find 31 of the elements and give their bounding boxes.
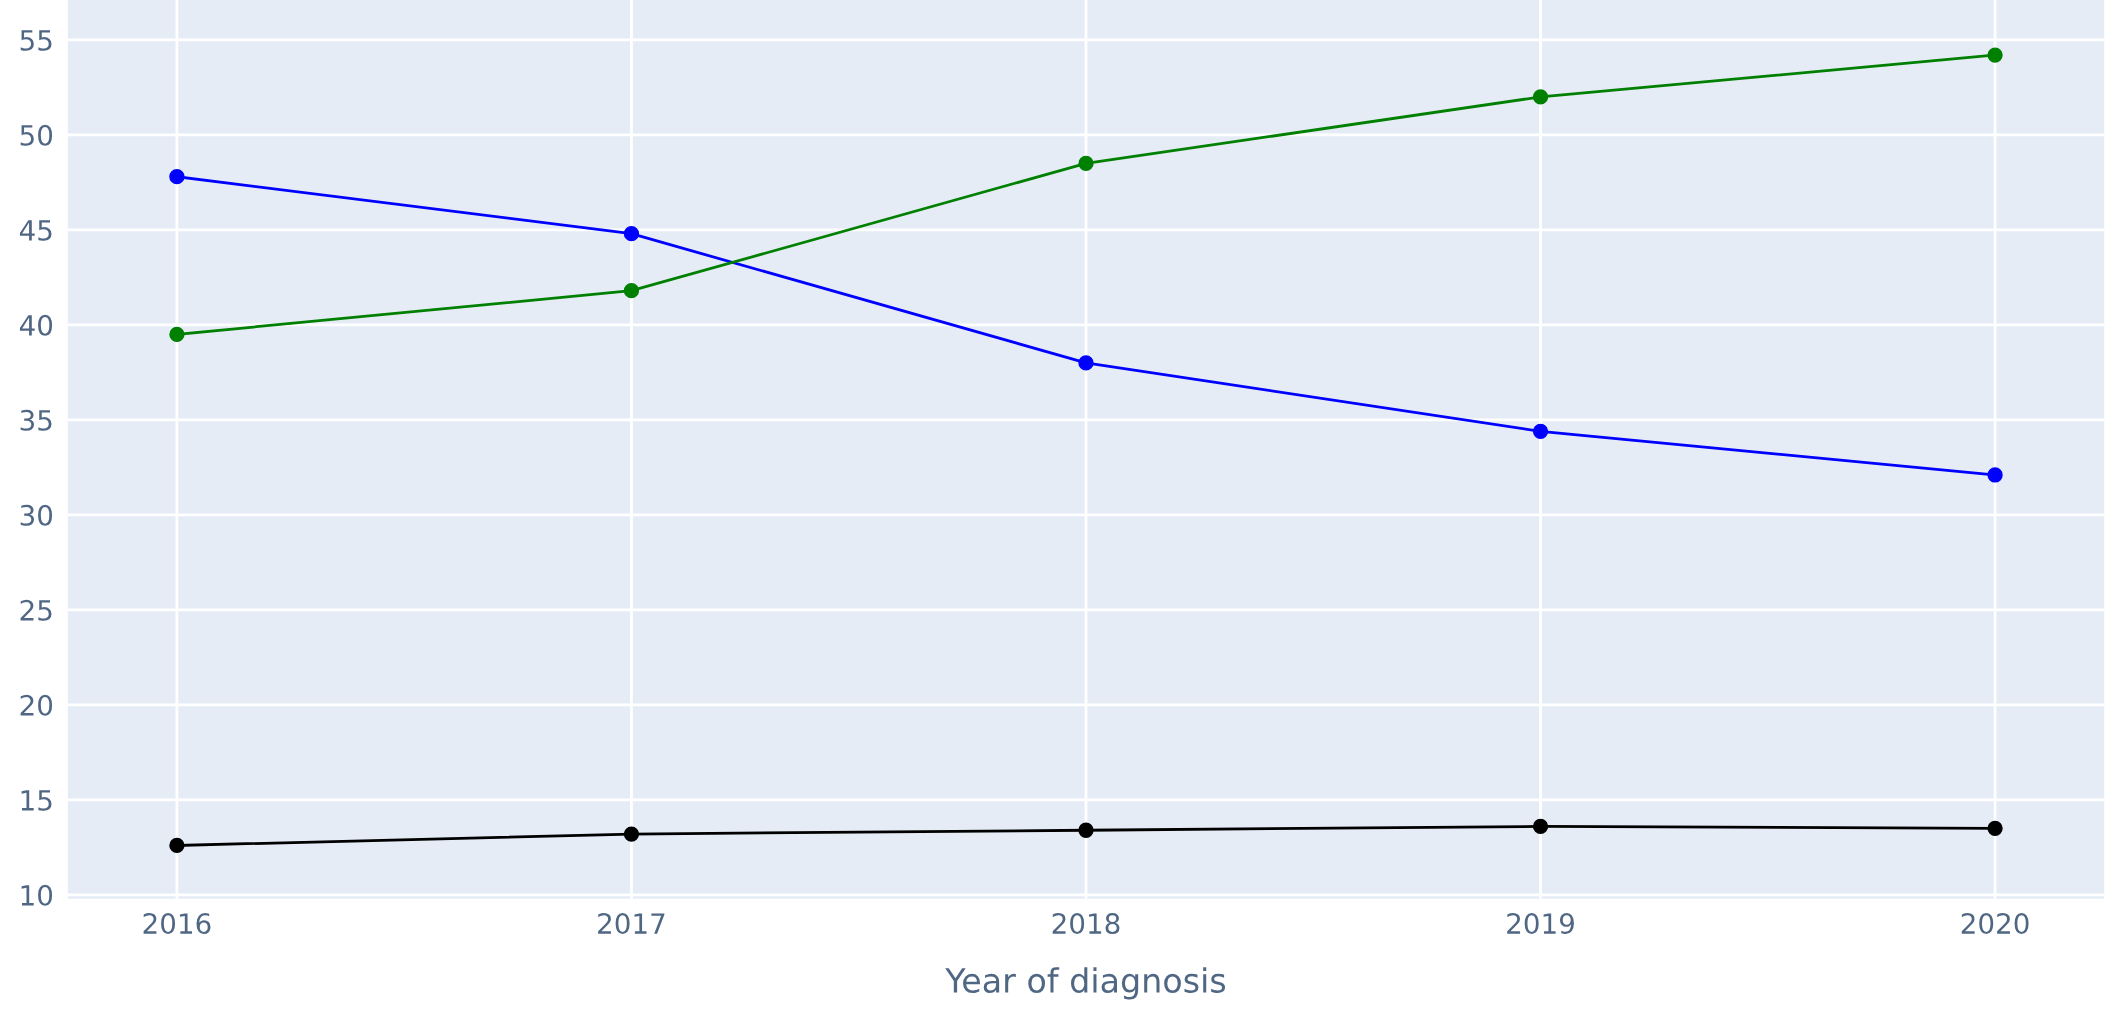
y-tick-label: 40 xyxy=(19,314,53,336)
x-tick-label: 2019 xyxy=(1507,913,1574,935)
y-tick-label: 45 xyxy=(19,220,52,241)
x-tick-label: 2020 xyxy=(1961,913,2029,935)
point xyxy=(1532,423,1549,439)
point xyxy=(1987,467,2003,483)
x-tick-label: 2018 xyxy=(1052,913,1120,935)
point xyxy=(623,226,640,242)
x-axis-title: Year of diagnosis xyxy=(945,967,1226,1000)
y-tick-label: 35 xyxy=(20,409,52,431)
y-tick-label: 10 xyxy=(21,884,53,906)
y-tick-label: 30 xyxy=(20,504,53,526)
y-tick-label: 20 xyxy=(20,694,53,716)
y-tick-label: 50 xyxy=(20,124,53,146)
point xyxy=(1532,818,1549,835)
y-tick-label: 25 xyxy=(20,599,52,621)
point xyxy=(169,326,185,343)
x-tick-label: 2016 xyxy=(143,913,211,935)
x-tick-label: 2017 xyxy=(598,913,665,935)
point xyxy=(1078,355,1094,371)
point xyxy=(169,169,185,185)
point xyxy=(1532,89,1549,105)
point xyxy=(623,283,640,299)
point xyxy=(1987,820,2003,836)
point xyxy=(1078,822,1094,838)
point xyxy=(623,826,640,842)
point xyxy=(1078,155,1094,172)
y-tick-label: 55 xyxy=(20,30,52,51)
point xyxy=(1987,47,2003,63)
y-tick-label: 15 xyxy=(21,790,52,811)
point xyxy=(169,837,185,854)
